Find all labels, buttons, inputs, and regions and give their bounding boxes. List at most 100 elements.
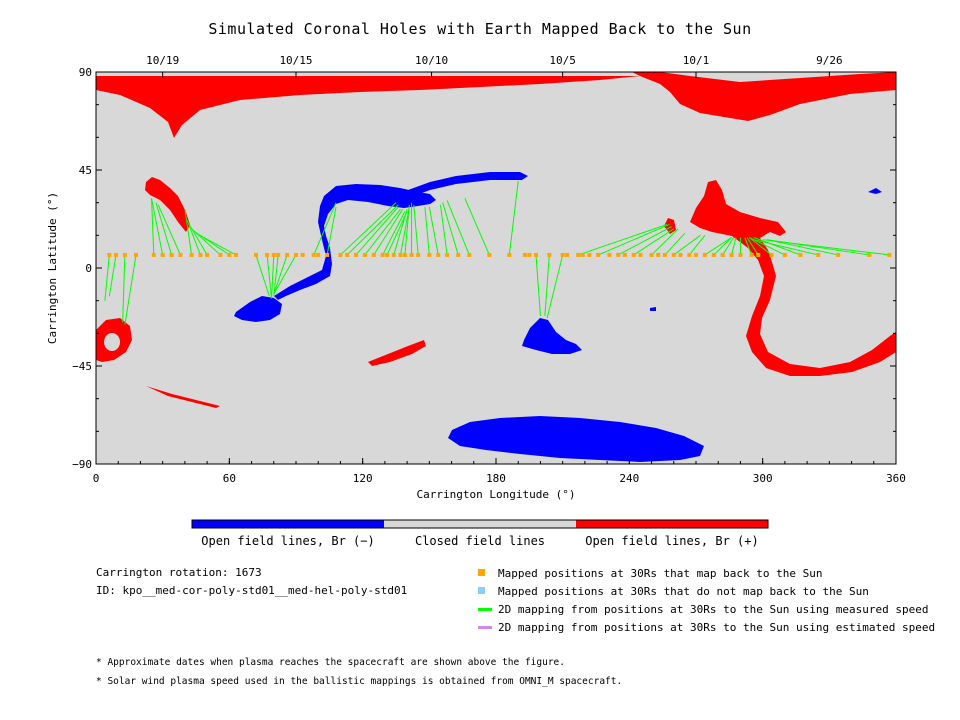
mapping-lines (104, 180, 890, 325)
negative-hole-south-west (234, 296, 282, 322)
colorbar-label-positive: Open field lines, Br (+) (585, 534, 759, 548)
mapping-line (664, 232, 686, 256)
mapped-point (467, 252, 472, 257)
mapped-point (638, 252, 643, 257)
mapped-point (385, 252, 390, 257)
mapped-point (198, 252, 203, 257)
mapped-point (596, 252, 601, 257)
mapped-point (300, 252, 305, 257)
mapped-point (867, 252, 872, 257)
mapped-point (402, 252, 407, 257)
mapping-line (151, 198, 155, 255)
negative-hole-south-polar (448, 416, 704, 462)
footnote-dates: * Approximate dates when plasma reaches … (96, 657, 565, 668)
mapped-point (749, 252, 754, 257)
mapping-line (124, 254, 137, 325)
mapped-point (702, 252, 707, 257)
mapped-point (189, 252, 194, 257)
x-tick-label: 60 (223, 472, 236, 485)
mapping-line (404, 204, 410, 255)
mapping-line (749, 237, 772, 256)
mapped-point (720, 252, 725, 257)
mapped-point (687, 252, 692, 257)
mapped-point (427, 252, 432, 257)
mapped-point (798, 252, 803, 257)
positive-hole-26 (145, 177, 190, 232)
mapping-line (673, 234, 701, 256)
mapping-line (544, 254, 550, 316)
mapped-point (338, 252, 343, 257)
mapping-line (313, 202, 337, 256)
mapping-line (373, 208, 404, 256)
mapped-point (456, 252, 461, 257)
mapped-point (178, 252, 183, 257)
mapping-line (767, 239, 839, 256)
mapped-point (607, 252, 612, 257)
mapped-point (649, 252, 654, 257)
positive-hole-east-large (690, 180, 896, 376)
mapping-line (722, 237, 735, 256)
mapping-line (393, 209, 408, 256)
mapped-point (671, 252, 676, 257)
mapped-point (507, 252, 512, 257)
y-tick-label: −90 (72, 458, 92, 471)
mapping-line (104, 254, 110, 301)
lightblue-square-icon (478, 587, 485, 594)
mapping-line (744, 237, 753, 256)
mapped-positions (107, 252, 892, 257)
date-tick-label: 10/5 (549, 54, 576, 67)
model-id: ID: kpo__med-cor-poly-std01__med-hel-pol… (96, 584, 408, 597)
mapped-point (276, 252, 281, 257)
mapping-line (122, 254, 126, 323)
mapping-line (186, 219, 201, 256)
mapping-line (340, 202, 397, 256)
mapping-line (651, 228, 679, 256)
mapped-point (160, 252, 165, 257)
mapped-point (782, 252, 787, 257)
mapped-point (729, 252, 734, 257)
green-line-icon (478, 608, 492, 611)
mapping-line (598, 223, 670, 256)
mapping-line (255, 254, 270, 297)
mapped-point (380, 252, 385, 257)
mapped-point (227, 252, 232, 257)
mapped-point (547, 252, 552, 257)
negative-hole-main-ribbon (274, 184, 436, 300)
mapped-point (656, 252, 661, 257)
mapped-point (631, 252, 636, 257)
mapping-line (382, 211, 406, 256)
colorbar-segment (576, 520, 768, 528)
negative-hole-small-east (868, 188, 882, 194)
colorbar-segment (192, 520, 384, 528)
mapping-line (446, 200, 470, 256)
mapping-line (326, 206, 337, 256)
mapped-point (234, 252, 238, 257)
mapping-line (617, 226, 672, 256)
mapped-point (622, 252, 627, 257)
mapping-line (155, 202, 173, 256)
date-tick-label: 10/1 (683, 54, 710, 67)
mapped-point (836, 252, 841, 257)
colorbar-label-closed: Closed field lines (414, 534, 546, 548)
mapped-point (565, 252, 570, 257)
mapping-line (464, 198, 490, 256)
mapping-line (399, 206, 410, 256)
y-tick-label: 90 (79, 66, 92, 79)
mapping-line (439, 204, 448, 255)
mapping-line (535, 254, 541, 316)
date-tick-label: 10/10 (415, 54, 448, 67)
mapped-point (114, 252, 118, 257)
north-polar-positive-hole (96, 76, 640, 138)
date-tick-label: 10/15 (279, 54, 312, 67)
positive-hole-east-north-patch (664, 218, 676, 234)
mapped-point (678, 252, 683, 257)
mapping-line (413, 204, 419, 255)
mapped-point (436, 252, 441, 257)
negative-hole-south-central (522, 318, 582, 354)
mapped-point (816, 252, 821, 257)
mapping-line (346, 204, 399, 256)
mapped-point (738, 252, 743, 257)
mapped-point (409, 252, 414, 257)
mapping-line (355, 206, 399, 256)
mapping-line (508, 180, 519, 255)
